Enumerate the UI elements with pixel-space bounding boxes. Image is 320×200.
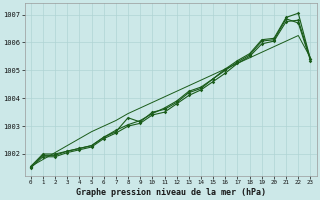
X-axis label: Graphe pression niveau de la mer (hPa): Graphe pression niveau de la mer (hPa)	[76, 188, 266, 197]
